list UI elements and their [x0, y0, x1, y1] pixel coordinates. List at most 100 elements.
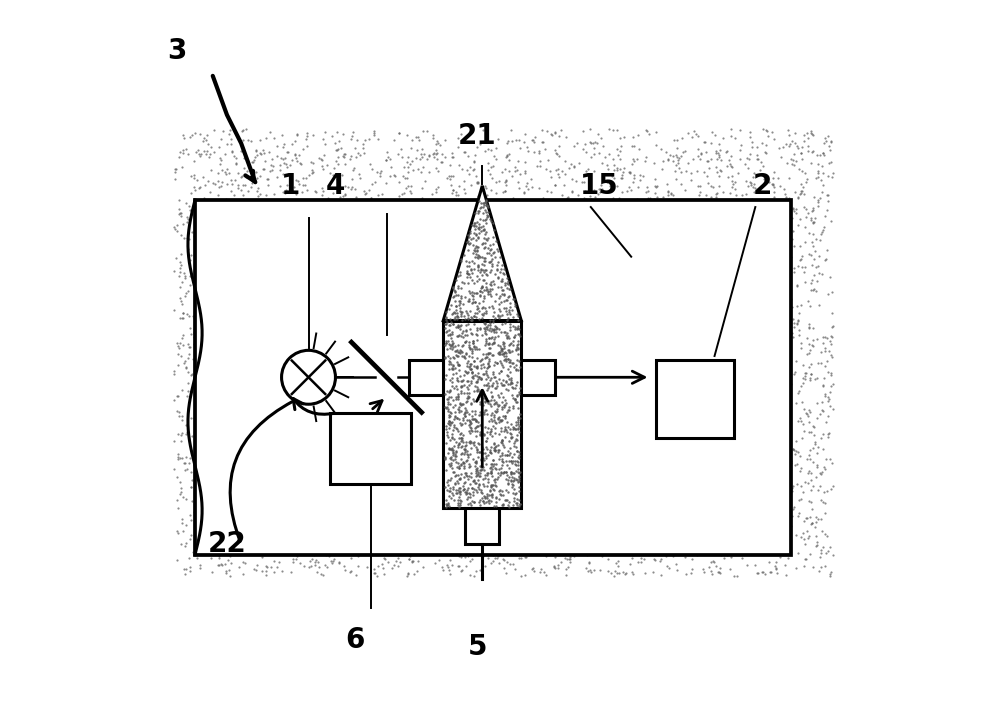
Point: [823, 330, 839, 341]
Point: [813, 432, 829, 444]
Point: [269, 561, 285, 572]
Point: [493, 467, 509, 478]
Point: [683, 567, 699, 579]
Point: [428, 187, 444, 198]
Point: [801, 347, 817, 359]
Point: [459, 406, 475, 417]
Point: [453, 293, 469, 304]
Point: [499, 278, 515, 289]
Point: [170, 451, 186, 463]
Point: [437, 388, 453, 399]
Point: [277, 187, 293, 199]
Point: [438, 337, 454, 348]
Point: [394, 189, 410, 200]
Point: [399, 130, 415, 141]
Point: [455, 480, 471, 491]
Point: [493, 357, 509, 368]
Point: [480, 242, 496, 253]
Point: [475, 358, 491, 370]
Point: [459, 375, 475, 387]
Point: [166, 463, 182, 474]
Point: [210, 167, 226, 179]
Point: [472, 290, 488, 301]
Point: [504, 389, 520, 400]
Point: [439, 317, 455, 328]
Point: [417, 175, 433, 187]
Point: [814, 226, 830, 237]
Point: [600, 163, 616, 174]
Point: [493, 467, 509, 478]
Point: [488, 417, 504, 429]
Point: [482, 289, 498, 300]
Point: [438, 498, 454, 510]
Point: [438, 438, 454, 449]
Point: [489, 398, 505, 409]
Point: [440, 561, 456, 572]
Point: [453, 448, 469, 459]
Point: [496, 263, 512, 275]
Point: [404, 555, 420, 567]
Point: [453, 427, 469, 439]
Point: [799, 173, 815, 184]
Point: [316, 150, 332, 161]
Point: [430, 166, 446, 177]
Point: [610, 150, 626, 161]
Point: [454, 346, 470, 357]
Point: [183, 385, 199, 397]
Point: [186, 326, 202, 337]
Point: [441, 485, 457, 496]
Point: [428, 162, 444, 174]
Point: [455, 429, 471, 441]
Point: [507, 321, 523, 333]
Point: [786, 266, 802, 278]
Point: [477, 197, 493, 208]
Point: [506, 293, 522, 305]
Point: [815, 167, 831, 179]
Point: [214, 559, 230, 570]
Point: [461, 239, 477, 250]
Point: [484, 488, 500, 500]
Point: [509, 324, 525, 335]
Point: [539, 185, 555, 197]
Point: [496, 268, 512, 280]
Point: [630, 181, 646, 192]
Point: [511, 476, 527, 487]
Point: [473, 374, 489, 385]
Point: [825, 403, 841, 414]
Point: [478, 337, 494, 348]
Point: [797, 538, 813, 550]
Point: [236, 162, 252, 173]
Point: [505, 499, 521, 511]
Point: [498, 455, 514, 466]
Point: [410, 132, 426, 143]
Point: [500, 354, 516, 365]
Point: [445, 171, 461, 182]
Point: [518, 551, 534, 562]
Point: [443, 358, 459, 370]
Point: [734, 189, 750, 201]
Point: [506, 474, 522, 486]
Point: [283, 566, 299, 577]
Point: [499, 556, 515, 567]
Point: [486, 306, 502, 318]
Point: [178, 419, 194, 430]
Point: [462, 323, 478, 335]
Point: [471, 483, 487, 495]
Point: [801, 228, 817, 239]
Point: [301, 169, 317, 181]
Point: [445, 319, 461, 330]
Point: [820, 545, 836, 556]
Point: [220, 554, 236, 565]
Point: [746, 186, 762, 197]
Point: [471, 496, 487, 508]
Point: [486, 224, 502, 236]
Point: [400, 152, 416, 163]
Point: [510, 419, 526, 430]
Point: [181, 349, 197, 360]
Point: [478, 307, 494, 318]
Point: [472, 406, 488, 417]
Point: [795, 372, 811, 383]
Point: [707, 130, 723, 141]
Point: [460, 310, 476, 321]
Point: [494, 397, 510, 408]
